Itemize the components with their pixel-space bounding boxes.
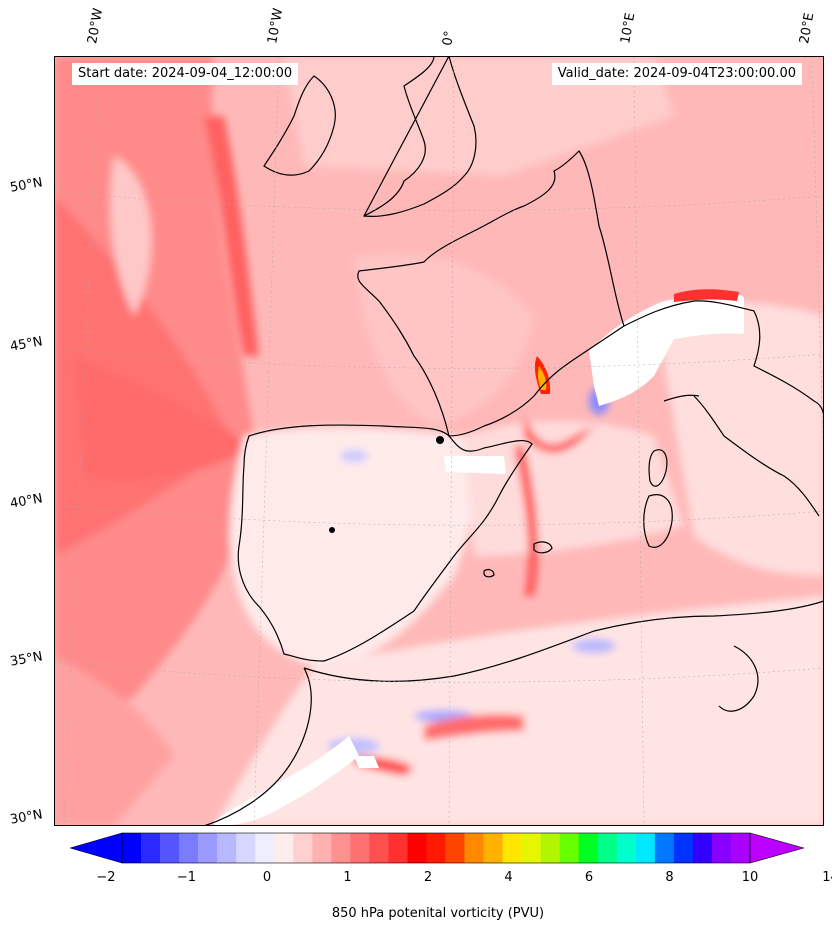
colorbar-tick-label: 1 bbox=[343, 870, 352, 885]
colorbar-segment bbox=[388, 833, 408, 863]
colorbar-tick-label: −1 bbox=[176, 870, 197, 885]
colorbar-segment bbox=[274, 833, 294, 863]
colorbar-segment bbox=[616, 833, 637, 863]
colorbar-segments bbox=[70, 832, 804, 864]
colorbar-tick-label: 0 bbox=[262, 870, 272, 885]
colorbar-tick-label: 2 bbox=[423, 870, 433, 885]
colorbar-segment bbox=[521, 833, 541, 863]
colorbar bbox=[70, 832, 804, 864]
lat-label-50n: 50°N bbox=[8, 175, 44, 196]
lon-label-20e: 20°E bbox=[797, 11, 818, 45]
colorbar-segment bbox=[217, 833, 237, 863]
colorbar-segment bbox=[312, 833, 332, 863]
colorbar-tick-label: 14 bbox=[822, 870, 832, 885]
pv-map[interactable] bbox=[54, 56, 824, 826]
colorbar-low-extend bbox=[70, 832, 123, 864]
colorbar-frame bbox=[121, 832, 751, 864]
colorbar-segment bbox=[673, 833, 694, 863]
colorbar-segment bbox=[350, 833, 370, 863]
colorbar-segment bbox=[122, 833, 142, 863]
colorbar-segment bbox=[559, 833, 580, 863]
colorbar-segment bbox=[692, 833, 713, 863]
colorbar-segment bbox=[445, 833, 465, 863]
colorbar-segment bbox=[255, 833, 275, 863]
lon-label-20w: 20°W bbox=[85, 7, 107, 46]
valid-date-label: Valid_date: 2024-09-04T23:00:00.00 bbox=[551, 63, 802, 85]
colorbar-segment bbox=[711, 833, 732, 863]
colorbar-segment bbox=[483, 833, 503, 863]
lat-label-40n: 40°N bbox=[8, 491, 44, 512]
lat-label-45n: 45°N bbox=[8, 334, 44, 355]
colorbar-segment bbox=[198, 833, 218, 863]
pv-peaks bbox=[329, 289, 739, 533]
lon-label-10e: 10°E bbox=[618, 11, 639, 45]
colorbar-title: 850 hPa potenital vorticity (PVU) bbox=[331, 906, 545, 921]
lat-label-35n: 35°N bbox=[8, 649, 44, 670]
colorbar-segment bbox=[502, 833, 522, 863]
colorbar-tick-label: 10 bbox=[741, 870, 759, 885]
colorbar-segment bbox=[730, 833, 751, 863]
colorbar-segment bbox=[407, 833, 427, 863]
lat-label-30n: 30°N bbox=[8, 807, 44, 828]
colorbar-segment bbox=[597, 833, 618, 863]
colorbar-segment bbox=[236, 833, 256, 863]
colorbar-segment bbox=[179, 833, 199, 863]
colorbar-segment bbox=[293, 833, 313, 863]
lon-label-0: 0° bbox=[440, 29, 458, 47]
colorbar-segment bbox=[654, 833, 675, 863]
colorbar-segment bbox=[331, 833, 351, 863]
colorbar-segment bbox=[464, 833, 484, 863]
colorbar-segment bbox=[369, 833, 389, 863]
colorbar-tick-label: −2 bbox=[96, 870, 116, 885]
colorbar-segment bbox=[635, 833, 656, 863]
colorbar-segment bbox=[578, 833, 599, 863]
colorbar-segment bbox=[540, 833, 560, 863]
colorbar-high-extend bbox=[749, 832, 804, 864]
coastlines bbox=[203, 56, 824, 826]
colorbar-tick-label: 8 bbox=[665, 870, 674, 885]
colorbar-tick-label: 4 bbox=[504, 870, 513, 885]
colorbar-segment bbox=[141, 833, 161, 863]
colorbar-tick-label: 6 bbox=[584, 870, 594, 885]
colorbar-segment bbox=[426, 833, 446, 863]
lon-label-10w: 10°W bbox=[265, 7, 287, 46]
colorbar-segment bbox=[160, 833, 180, 863]
start-date-label: Start date: 2024-09-04_12:00:00 bbox=[72, 63, 299, 85]
